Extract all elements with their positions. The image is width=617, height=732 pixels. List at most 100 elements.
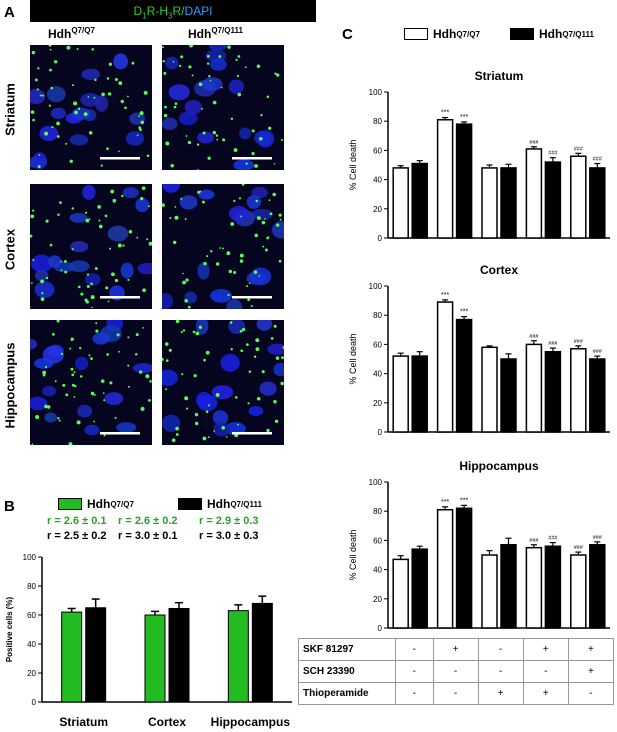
nucleus [162, 369, 178, 386]
punctum [107, 92, 112, 96]
punctum [73, 101, 78, 106]
punctum [184, 218, 187, 220]
punctum [149, 380, 152, 383]
punctum [182, 329, 186, 332]
punctum [163, 71, 167, 75]
nucleus [65, 112, 83, 124]
punctum [140, 406, 145, 411]
chart-title: Striatum [475, 69, 524, 83]
punctum [248, 370, 252, 373]
punctum [54, 60, 58, 64]
punctum [139, 128, 142, 132]
punctum [31, 443, 34, 445]
punctum [59, 201, 62, 204]
nucleus [179, 195, 198, 210]
significance-label: ### [574, 146, 584, 152]
nucleus [212, 410, 229, 426]
punctum [56, 320, 60, 323]
punctum [30, 234, 33, 238]
nucleus [32, 152, 47, 170]
punctum [146, 154, 150, 158]
punctum [104, 214, 108, 218]
punctum [174, 102, 178, 105]
punctum [74, 385, 77, 388]
punctum [64, 270, 68, 274]
micrograph-cortex-q111 [162, 184, 284, 309]
nucleus [44, 412, 58, 423]
nucleus [210, 289, 233, 303]
punctum [278, 213, 282, 217]
punctum [248, 282, 251, 284]
punctum [202, 131, 206, 135]
punctum [165, 359, 169, 363]
punctum [106, 77, 110, 80]
punctum [83, 112, 88, 117]
punctum [264, 218, 266, 220]
punctum [254, 164, 258, 168]
punctum [41, 94, 44, 97]
punctum [88, 218, 91, 220]
punctum [57, 417, 60, 420]
y-tick-label: 40 [373, 566, 382, 575]
punctum [215, 134, 219, 137]
punctum [134, 352, 138, 356]
punctum [148, 241, 152, 246]
y-tick-label: 40 [373, 176, 382, 185]
punctum [145, 374, 150, 379]
treatment-cell: + [432, 638, 479, 661]
punctum [212, 100, 217, 105]
punctum [37, 67, 40, 70]
punctum [198, 82, 203, 87]
punctum [86, 284, 90, 288]
punctum [41, 292, 44, 295]
punctum [256, 64, 261, 69]
treatment-label: SKF 81297 [298, 638, 396, 661]
stain-label: D1R-H3R/DAPI [133, 4, 213, 21]
punctum [201, 107, 203, 110]
nucleus [132, 362, 152, 374]
punctum [120, 99, 124, 104]
bar [589, 167, 606, 239]
nucleus [125, 131, 145, 146]
nucleus [226, 299, 243, 309]
x-tick-label: Cortex [148, 715, 186, 729]
nucleus [137, 262, 152, 275]
punctum [246, 285, 249, 288]
micrograph-hippocampus-q7 [30, 320, 152, 445]
punctum [102, 392, 105, 395]
punctum [270, 336, 274, 340]
punctum [195, 331, 200, 336]
treatment-cell: - [432, 682, 479, 705]
punctum [88, 354, 91, 357]
nucleus [85, 273, 101, 286]
punctum [205, 410, 209, 413]
punctum [60, 260, 63, 263]
punctum [253, 355, 257, 358]
punctum [109, 381, 113, 385]
punctum [206, 62, 210, 65]
punctum [71, 248, 74, 251]
panel-c-chart-striatum: Striatum 0 20 40 60 80 100 % Cell death *** *** ##… [348, 69, 610, 243]
punctum [198, 325, 203, 329]
punctum [164, 105, 167, 109]
punctum [35, 415, 40, 419]
legend-swatch-black-c [510, 28, 534, 40]
y-axis-label: Positive cells (%) [5, 596, 14, 662]
y-tick-label: 20 [373, 205, 382, 214]
punctum [230, 117, 234, 120]
punctum [178, 64, 182, 68]
y-tick-label: 80 [27, 582, 36, 591]
punctum [228, 269, 233, 274]
stat-green-cortex: r = 2.6 ± 0.2 [118, 515, 178, 527]
punctum [237, 423, 240, 426]
punctum [98, 219, 101, 222]
punctum [51, 333, 55, 336]
punctum [114, 78, 118, 82]
punctum [229, 321, 233, 324]
punctum [127, 336, 130, 339]
y-tick-label: 80 [373, 507, 382, 516]
significance-label: ### [529, 140, 539, 146]
bar [570, 155, 587, 239]
panel-a-title-bar: D1R-H3R/DAPI [30, 0, 316, 22]
nucleus [104, 392, 124, 405]
